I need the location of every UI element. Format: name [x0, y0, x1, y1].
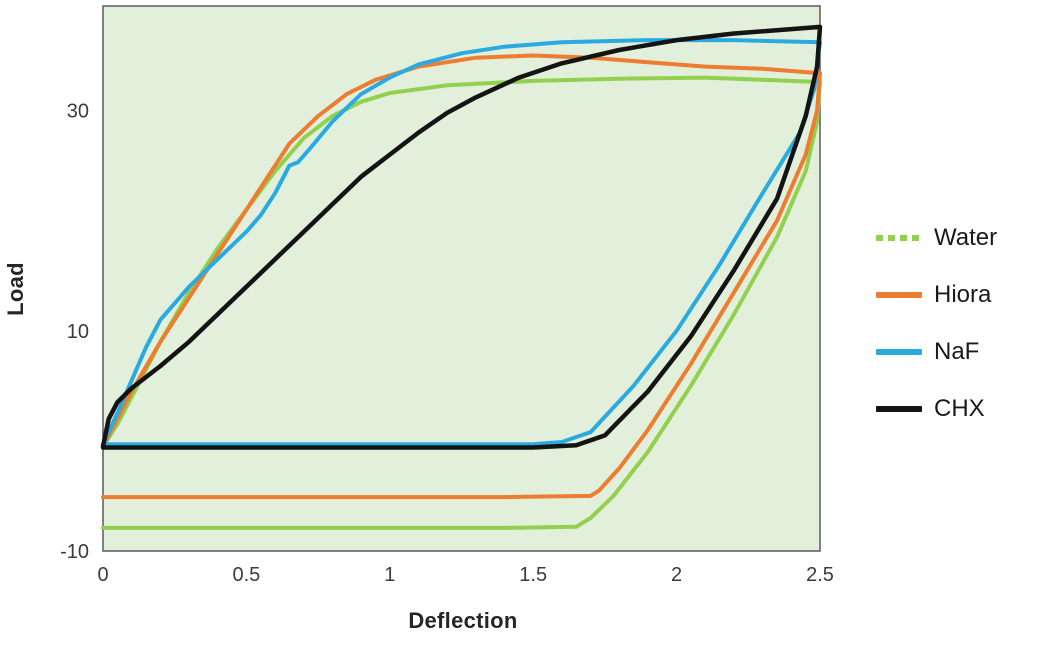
legend-item-hiora: Hiora — [876, 277, 997, 313]
x-tick-label: 2 — [671, 564, 682, 586]
y-tick-label: -10 — [60, 541, 89, 563]
y-tick-label: 10 — [67, 321, 89, 343]
legend-item-water: Water — [876, 220, 997, 256]
chx-line-swatch — [876, 406, 922, 412]
y-tick-label: 30 — [67, 101, 89, 123]
x-axis-title: Deflection — [408, 608, 518, 633]
x-tick-label: 1 — [384, 564, 395, 586]
legend-label: CHX — [934, 395, 985, 422]
x-tick-label: 2.5 — [806, 564, 834, 586]
legend: Water Hiora NaF CHX — [876, 220, 997, 427]
legend-item-chx: CHX — [876, 391, 997, 427]
naf-line-swatch — [876, 349, 922, 355]
hiora-line-swatch — [876, 292, 922, 298]
y-axis-title: Load — [3, 262, 28, 316]
water-line-swatch — [876, 235, 922, 241]
legend-label: Hiora — [934, 281, 992, 308]
legend-label: NaF — [934, 338, 980, 365]
legend-label: Water — [934, 224, 998, 251]
x-tick-label: 0 — [97, 564, 108, 586]
legend-item-naf: NaF — [876, 334, 997, 370]
x-tick-label: 1.5 — [519, 564, 547, 586]
x-tick-label: 0.5 — [232, 564, 260, 586]
